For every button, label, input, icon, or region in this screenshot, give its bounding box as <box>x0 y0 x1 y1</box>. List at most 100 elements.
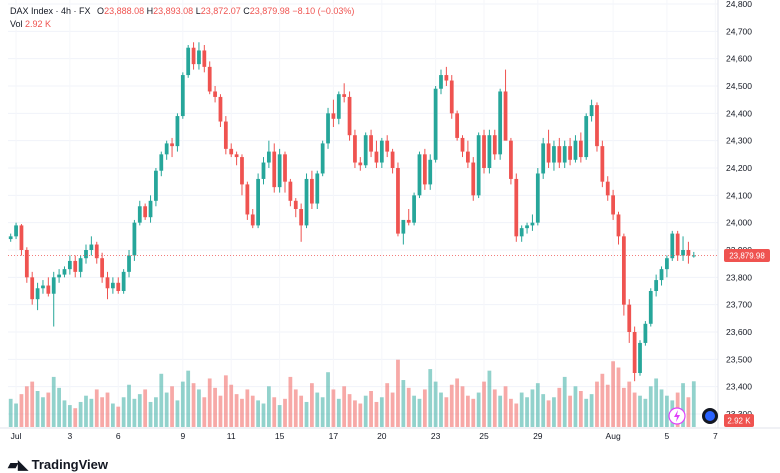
volume-bar <box>444 397 449 427</box>
volume-bar <box>234 394 239 427</box>
flash-icon[interactable] <box>668 407 686 425</box>
volume-bar <box>315 392 320 427</box>
candle-body <box>132 222 137 256</box>
globe-icon[interactable] <box>702 408 718 424</box>
candle-body <box>665 258 669 270</box>
candle-body <box>691 255 696 257</box>
candle-body <box>266 151 271 163</box>
candle-body <box>213 91 217 97</box>
candle-body <box>428 159 433 185</box>
volume-bar <box>390 392 395 427</box>
candle-body <box>175 116 180 147</box>
tradingview-logo[interactable]: ▰◣ TradingView <box>8 457 108 473</box>
volume-bar <box>67 405 72 427</box>
volume-bar <box>62 400 67 427</box>
candle-body <box>632 332 637 373</box>
volume-bar <box>595 381 599 427</box>
candle-body <box>342 94 347 97</box>
candle-body <box>643 323 648 343</box>
volume-bar <box>621 387 626 427</box>
candle-body <box>261 162 266 179</box>
y-tick-label: 24,100 <box>726 190 752 200</box>
volume-bar <box>439 392 443 427</box>
candle-body <box>535 173 540 223</box>
x-tick-label: 25 <box>479 431 489 441</box>
grid <box>8 0 718 428</box>
volume-bar <box>250 395 255 427</box>
candle-body <box>374 151 379 163</box>
volume-bar <box>207 378 212 427</box>
volume-bar <box>218 395 223 427</box>
volume-bar <box>648 386 653 427</box>
time-axis[interactable]: Jul 3 6 9 11 15 17 20 23 25 29 Aug 5 7 <box>0 427 780 441</box>
volume-bar <box>369 391 373 427</box>
y-tick-label: 23,400 <box>726 382 752 392</box>
volume-bar <box>422 389 427 427</box>
candle-body <box>180 75 185 117</box>
volume-bar <box>35 391 40 427</box>
candle-body <box>648 291 653 324</box>
candle-body <box>627 304 632 332</box>
candle-body <box>84 250 88 259</box>
volume-bar <box>84 395 88 427</box>
volume-bar <box>57 387 61 427</box>
candle-body <box>433 88 438 160</box>
candle-body <box>519 228 524 237</box>
volume-bar <box>686 397 691 427</box>
candle-body <box>229 148 234 155</box>
candle-body <box>514 178 519 237</box>
volume-bar <box>331 389 336 427</box>
volume-bar <box>310 383 314 427</box>
volume-bar <box>326 372 330 427</box>
brand-name: TradingView <box>31 457 108 472</box>
candle-body <box>417 154 422 196</box>
volume-bar <box>347 394 352 427</box>
candle-body <box>600 146 605 182</box>
volume-bar <box>272 397 277 427</box>
candle-body <box>530 222 535 226</box>
last-price-label: 23,879.98 <box>729 251 765 260</box>
candle-body <box>449 80 454 114</box>
volume-bar <box>374 401 379 427</box>
candle-body <box>584 116 589 158</box>
candle-body <box>143 206 148 218</box>
candle-body <box>272 151 277 188</box>
volume-bar <box>245 389 250 427</box>
candle-body <box>293 200 298 209</box>
candle-body <box>595 105 599 147</box>
y-tick-label: 24,800 <box>726 0 752 9</box>
candle-body <box>57 274 61 278</box>
volume-bar <box>342 386 347 427</box>
volume-bar <box>578 391 583 427</box>
volume-bar <box>304 401 309 427</box>
candle-body <box>154 170 158 201</box>
candle-body <box>498 91 503 155</box>
volume-bar <box>691 381 696 427</box>
candle-body <box>320 143 325 174</box>
low-label: L <box>195 6 201 16</box>
candle-body <box>406 219 411 223</box>
candle-body <box>256 178 260 226</box>
volume-bar <box>111 403 115 427</box>
candle-body <box>35 288 40 300</box>
price-axis[interactable]: 23,30023,40023,50023,60023,70023,80023,9… <box>717 0 752 428</box>
candle-body <box>390 151 395 168</box>
volume-bar <box>132 398 137 427</box>
volume-bar <box>396 359 400 427</box>
candle-body <box>681 250 685 256</box>
candle-body <box>197 50 201 65</box>
volume-bar <box>202 397 207 427</box>
x-tick-label: 11 <box>227 431 236 441</box>
symbol-label: DAX Index · 4h · FX <box>10 6 91 16</box>
candle-body <box>299 209 304 226</box>
candle-body <box>466 151 470 163</box>
volume-bar <box>94 389 99 427</box>
candle-body <box>476 135 481 196</box>
y-tick-label: 23,700 <box>726 300 752 310</box>
volume-bar <box>541 394 546 427</box>
candle-body <box>638 342 642 373</box>
candle-body <box>546 143 551 163</box>
volume-bars <box>8 359 696 427</box>
candle-body <box>487 135 492 168</box>
